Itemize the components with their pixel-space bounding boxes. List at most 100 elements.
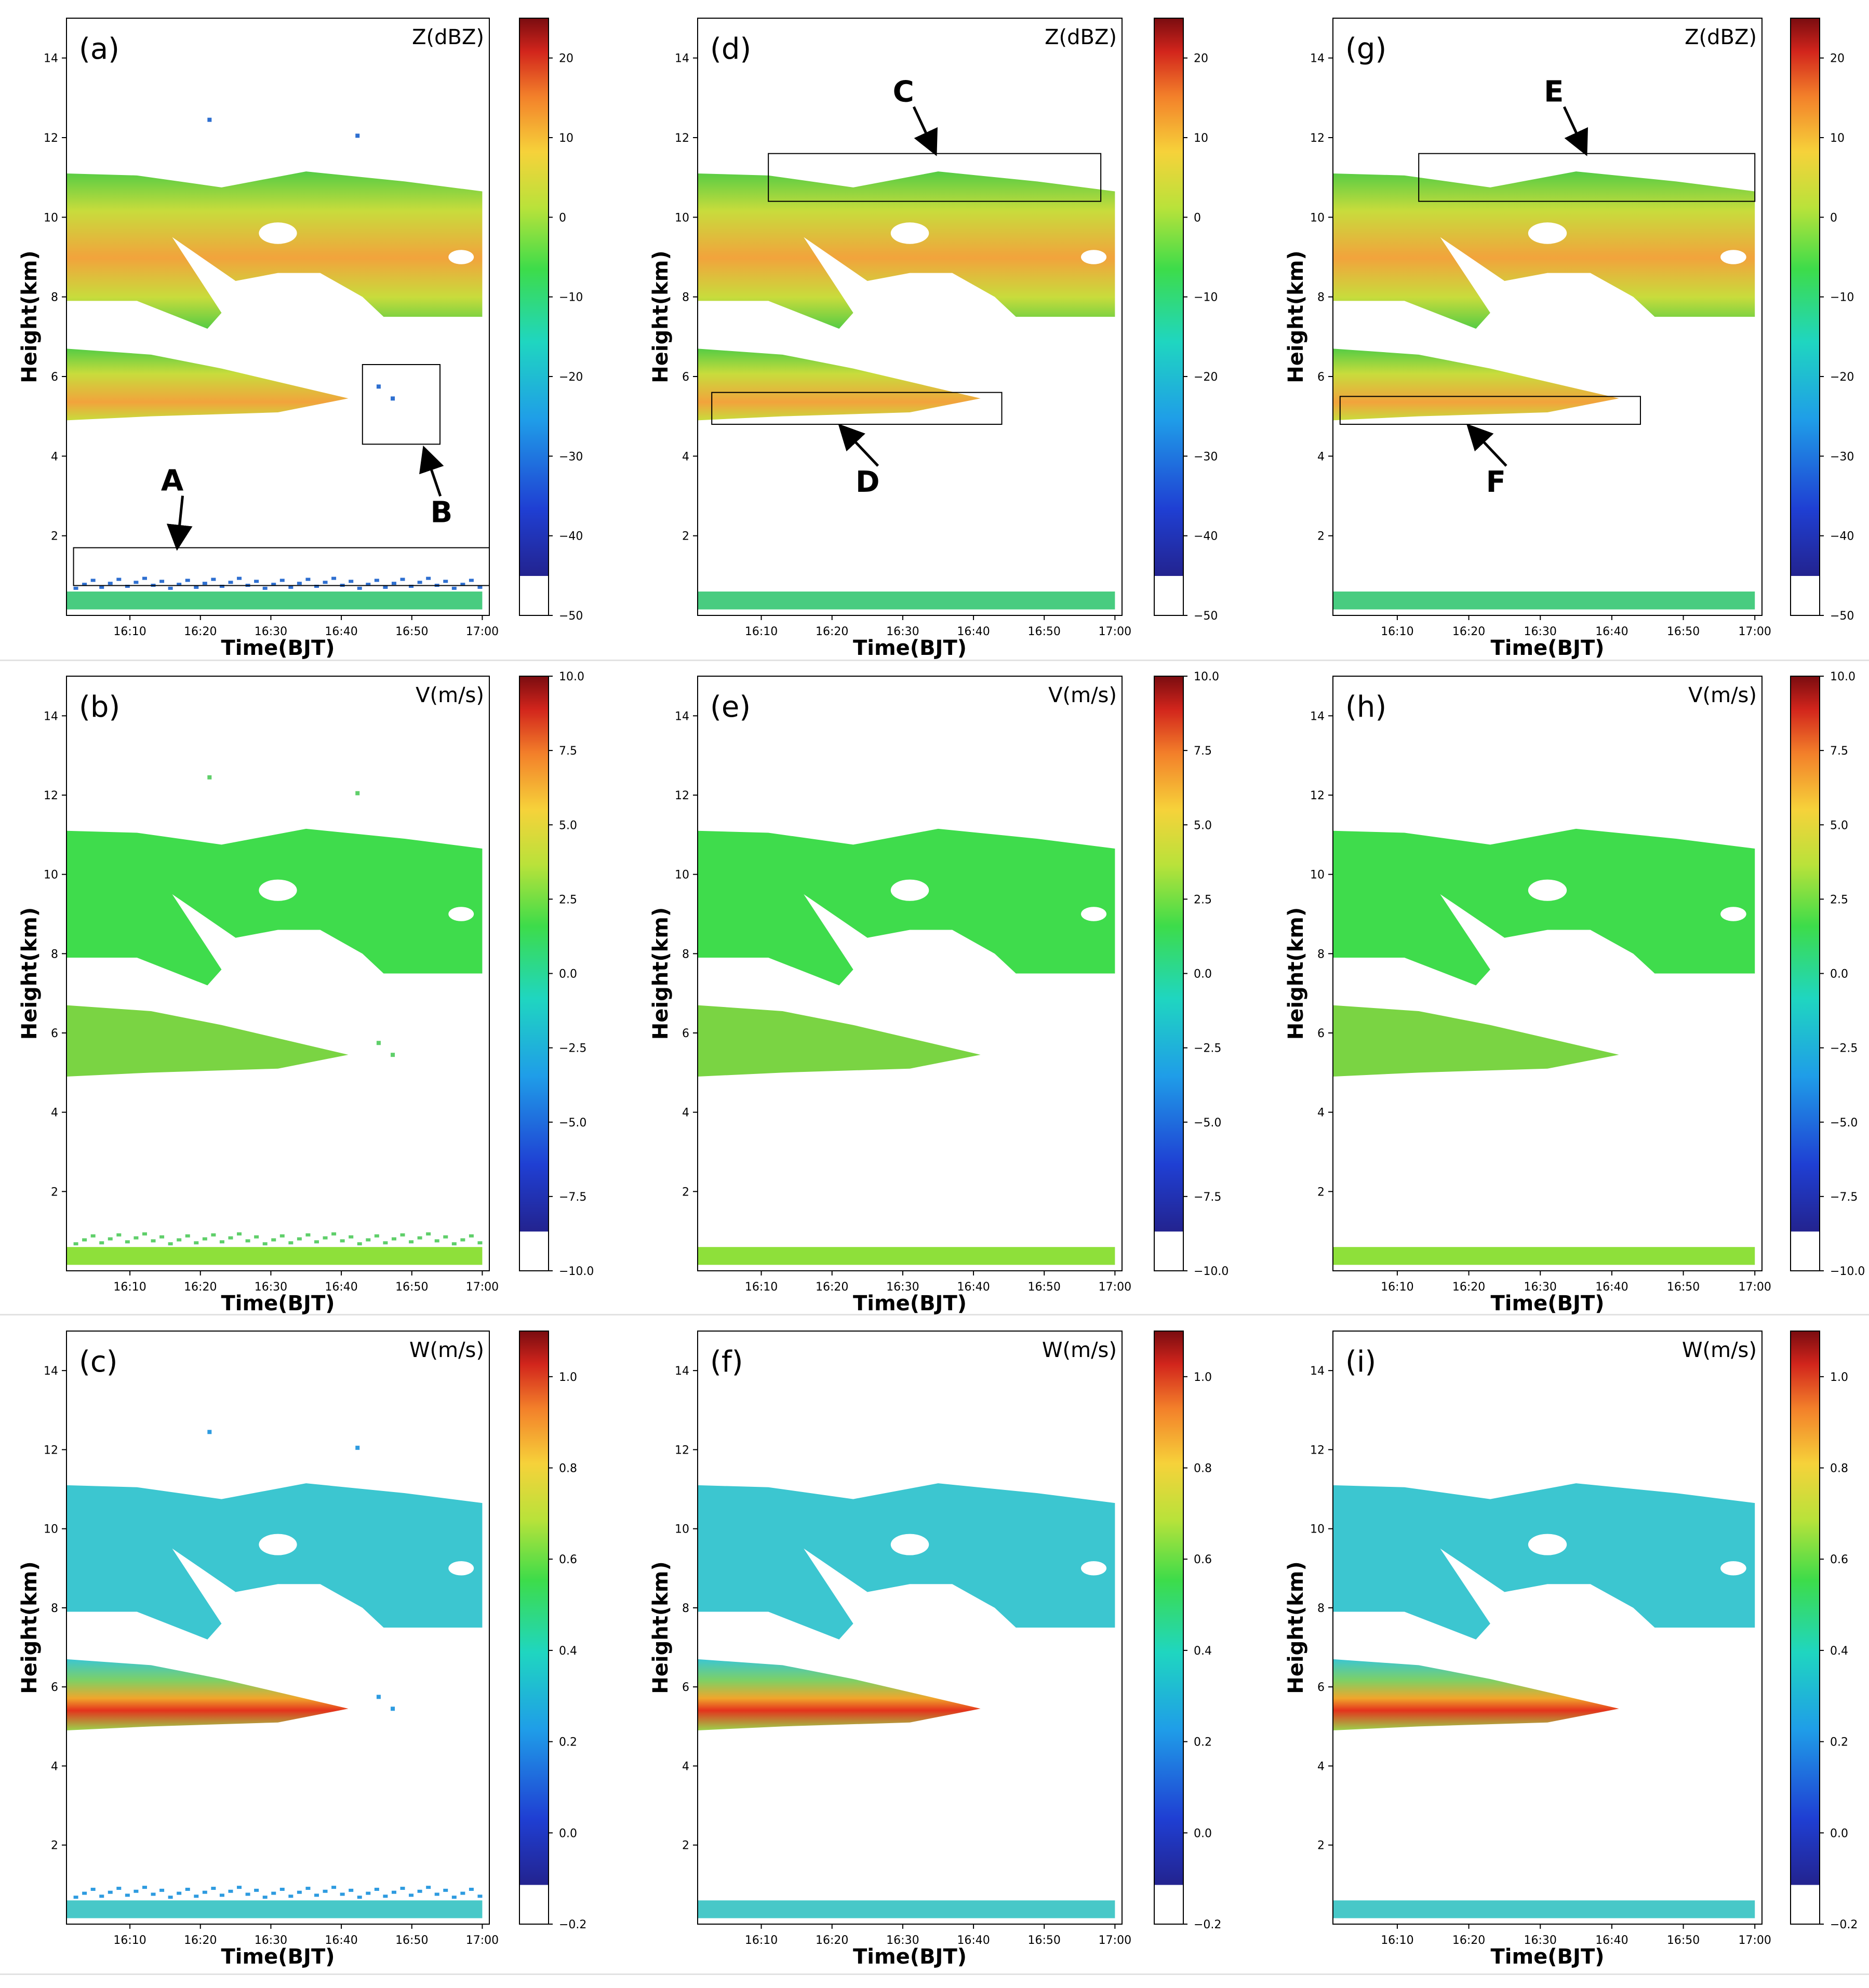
colorbar-tick-label: 0: [1830, 211, 1837, 224]
clutter-speck: [185, 579, 190, 582]
x-tick-label: 16:10: [113, 1281, 146, 1294]
clutter-speck: [391, 1890, 396, 1894]
y-axis-label: Height(km): [649, 1561, 673, 1694]
clutter-speck: [116, 1887, 122, 1890]
colorbar-gradient: [1154, 18, 1183, 576]
clutter-speck: [305, 1233, 311, 1237]
colorbar-gradient: [1791, 676, 1820, 1232]
panel-e: 16:10 16:20 16:30 16:40 16:50 17:00 2 4 6 8 10 12 14…: [649, 670, 1229, 1315]
x-tick-label: 16:20: [1452, 1934, 1485, 1947]
y-tick-label: 12: [1310, 132, 1325, 145]
x-tick-label: 16:50: [395, 625, 428, 638]
colorbar-frame: [1790, 1331, 1820, 1925]
colorbar-tick-label: 10: [559, 132, 573, 145]
y-tick-label: 4: [682, 1107, 689, 1120]
lower-cloud-layer: [1333, 348, 1619, 421]
clutter-speck: [451, 586, 457, 590]
y-tick-label: 6: [51, 1681, 58, 1694]
clutter-speck: [349, 1888, 354, 1892]
panel-b: 16:10 16:20 16:30 16:40 16:50 17:00 2 4 6 8 10 12 14…: [18, 670, 594, 1315]
noise-speck: [355, 1445, 360, 1450]
upper-cloud-layer: [1333, 171, 1755, 329]
colorbar-tick-label: 0.2: [1830, 1736, 1848, 1749]
colorbar-tick-label: 5.0: [559, 819, 577, 832]
clear-hole: [1081, 907, 1107, 921]
colorbar-tick-label: −0.2: [559, 1918, 586, 1931]
x-tick-label: 17:00: [466, 1281, 499, 1294]
clutter-speck: [417, 1236, 422, 1240]
clutter-speck: [202, 582, 207, 585]
clutter-speck: [211, 1233, 216, 1237]
x-tick-label: 16:30: [886, 1934, 919, 1947]
colorbar-tick-label: −10: [1830, 291, 1854, 304]
x-tick-label: 16:40: [325, 625, 357, 638]
x-tick-label: 16:40: [957, 1934, 990, 1947]
panel-label: (e): [710, 690, 751, 724]
x-axis-label: Time(BJT): [1490, 1945, 1604, 1969]
upper-cloud-layer: [66, 171, 483, 329]
panel-label: (i): [1345, 1345, 1376, 1379]
clear-hole: [1081, 250, 1107, 264]
colorbar-tick-label: −40: [1194, 530, 1218, 543]
colorbar-tick-label: 5.0: [1194, 819, 1212, 832]
clutter-speck: [254, 1888, 259, 1892]
x-tick-label: 16:20: [184, 625, 217, 638]
colorbar-tick-label: 0: [559, 211, 566, 224]
clear-hole: [890, 222, 929, 244]
colorbar-tick-label: 10.0: [1194, 670, 1219, 683]
x-tick-label: 16:30: [1524, 625, 1557, 638]
x-tick-label: 16:50: [1028, 625, 1061, 638]
colorbar-tick-label: 0.0: [559, 968, 577, 981]
y-axis-label: Height(km): [18, 1561, 42, 1694]
y-tick-label: 8: [51, 291, 58, 304]
y-tick-label: 8: [682, 948, 689, 961]
colorbar-tick-label: −50: [1194, 610, 1218, 623]
colorbar-tick-label: 0.4: [1830, 1645, 1848, 1658]
x-tick-label: 16:50: [395, 1934, 428, 1947]
y-tick-label: 12: [44, 132, 58, 145]
panel-label: (a): [79, 32, 119, 66]
annotation-arrow-A: [166, 495, 193, 551]
y-tick-label: 14: [675, 52, 689, 65]
clutter-speck: [125, 584, 130, 588]
x-axis-label: Time(BJT): [853, 636, 967, 660]
clutter-speck: [366, 583, 371, 586]
clutter-speck: [434, 1239, 439, 1243]
upper-cloud-layer: [698, 1483, 1115, 1640]
lower-cloud-layer: [698, 1005, 981, 1077]
surface-echo-layer: [698, 592, 1115, 610]
y-axis-label: Height(km): [1284, 907, 1308, 1040]
clutter-speck: [142, 576, 147, 580]
clutter-speck: [271, 1891, 276, 1895]
x-axis-label: Time(BJT): [853, 1945, 967, 1969]
colorbar-tick-label: 10: [1194, 132, 1208, 145]
clear-hole: [1528, 1534, 1567, 1555]
annotation-arrow-E: [1563, 106, 1588, 156]
clear-hole: [890, 879, 929, 901]
clutter-speck: [211, 1887, 216, 1890]
x-tick-label: 16:30: [886, 1281, 919, 1294]
clutter-speck: [108, 1890, 113, 1894]
y-tick-label: 14: [44, 1365, 58, 1378]
colorbar-gradient: [519, 1331, 549, 1885]
x-tick-label: 16:30: [886, 625, 919, 638]
upper-cloud-layer: [66, 828, 483, 986]
row-separator-1: [0, 660, 1869, 661]
y-tick-label: 4: [1317, 450, 1325, 463]
colorbar-tick-label: −20: [1194, 371, 1218, 384]
x-axis-label: Time(BJT): [1490, 636, 1604, 660]
y-tick-label: 8: [51, 1602, 58, 1615]
clutter-speck: [228, 1236, 233, 1240]
panel-f: 16:10 16:20 16:30 16:40 16:50 17:00 2 4 6 8 10 12 14…: [649, 1331, 1221, 1969]
clutter-speck: [400, 577, 405, 581]
x-tick-label: 16:10: [1381, 1281, 1413, 1294]
colorbar-tick-label: 2.5: [559, 893, 577, 906]
x-tick-label: 16:40: [1595, 1281, 1628, 1294]
echo-field: [1333, 171, 1755, 610]
colorbar-tick-label: −40: [1830, 530, 1854, 543]
clutter-speck: [151, 1239, 156, 1243]
clutter-speck: [366, 1238, 371, 1242]
y-tick-label: 6: [1317, 1027, 1325, 1040]
clutter-speck: [305, 1887, 311, 1890]
x-axis-label: Time(BJT): [221, 636, 335, 660]
